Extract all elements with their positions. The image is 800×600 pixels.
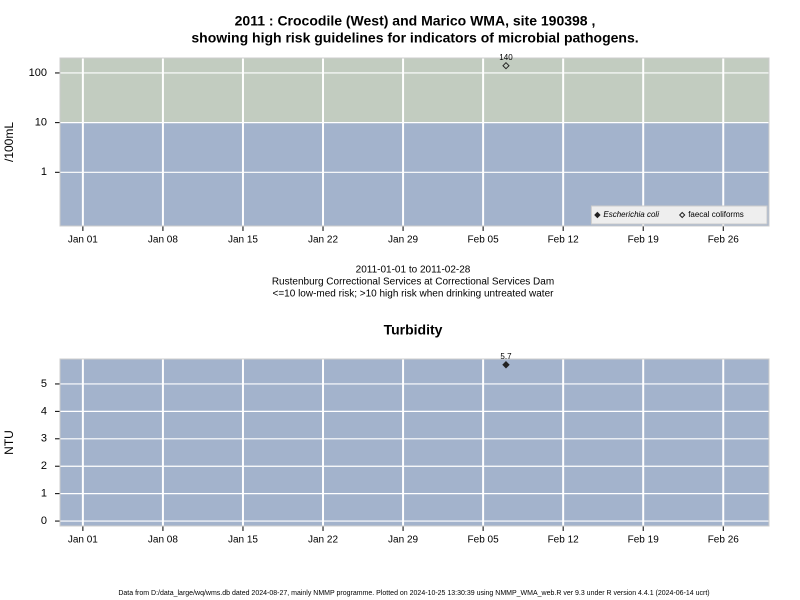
y-tick-label: 1 bbox=[41, 488, 47, 500]
subtitle: <=10 low-med risk; >10 high risk when dr… bbox=[273, 289, 555, 300]
y-tick-label: 4 bbox=[41, 405, 47, 417]
plot-background bbox=[60, 359, 769, 526]
x-tick-label: Feb 05 bbox=[468, 235, 500, 246]
x-tick-label: Jan 08 bbox=[148, 535, 178, 546]
y-axis-label: NTU bbox=[2, 430, 16, 455]
legend-label: Escherichia coli bbox=[603, 210, 659, 219]
x-tick-label: Feb 19 bbox=[628, 535, 660, 546]
y-tick-label: 5 bbox=[41, 378, 47, 390]
subtitle: Rustenburg Correctional Services at Corr… bbox=[272, 277, 554, 288]
x-tick-label: Feb 19 bbox=[628, 235, 660, 246]
y-tick-label: 100 bbox=[29, 67, 47, 79]
x-tick-label: Jan 01 bbox=[68, 535, 98, 546]
x-tick-label: Jan 15 bbox=[228, 535, 258, 546]
chart-title: Turbidity bbox=[384, 322, 443, 338]
y-axis-label: /100mL bbox=[2, 122, 16, 162]
x-tick-label: Jan 01 bbox=[68, 235, 98, 246]
legend-marker bbox=[678, 211, 686, 219]
subtitle: 2011-01-01 to 2011-02-28 bbox=[356, 265, 471, 276]
x-tick-label: Jan 08 bbox=[148, 235, 178, 246]
data-label: 140 bbox=[499, 53, 513, 62]
legend-marker bbox=[594, 211, 601, 219]
plot-frame bbox=[59, 358, 770, 527]
data-label: 5.7 bbox=[500, 352, 512, 361]
footer: Data from D:/data_large/wq/wms.db dated … bbox=[118, 590, 709, 597]
y-tick-label: 3 bbox=[41, 433, 47, 445]
y-tick-label: 1 bbox=[41, 166, 47, 178]
x-tick-label: Feb 12 bbox=[548, 235, 580, 246]
chart-title: 2011 : Crocodile (West) and Marico WMA, … bbox=[235, 13, 596, 29]
x-tick-label: Feb 12 bbox=[548, 535, 580, 546]
x-tick-label: Jan 22 bbox=[308, 535, 338, 546]
x-tick-label: Jan 22 bbox=[308, 235, 338, 246]
x-tick-label: Jan 15 bbox=[228, 235, 258, 246]
x-tick-label: Feb 26 bbox=[708, 535, 740, 546]
x-tick-label: Feb 26 bbox=[708, 235, 740, 246]
data-point bbox=[502, 61, 510, 70]
plot-frame bbox=[59, 57, 770, 227]
x-tick-label: Jan 29 bbox=[388, 535, 418, 546]
x-tick-label: Feb 05 bbox=[468, 535, 500, 546]
legend-label: faecal coliforms bbox=[688, 210, 744, 219]
y-tick-label: 2 bbox=[41, 460, 47, 472]
y-tick-label: 0 bbox=[41, 515, 47, 527]
risk-band bbox=[60, 58, 769, 123]
legend: Escherichia coli faecal coliforms bbox=[590, 205, 768, 225]
chart-title: showing high risk guidelines for indicat… bbox=[191, 30, 638, 46]
x-tick-label: Jan 29 bbox=[388, 235, 418, 246]
y-tick-label: 10 bbox=[35, 117, 47, 129]
data-point bbox=[502, 361, 510, 369]
